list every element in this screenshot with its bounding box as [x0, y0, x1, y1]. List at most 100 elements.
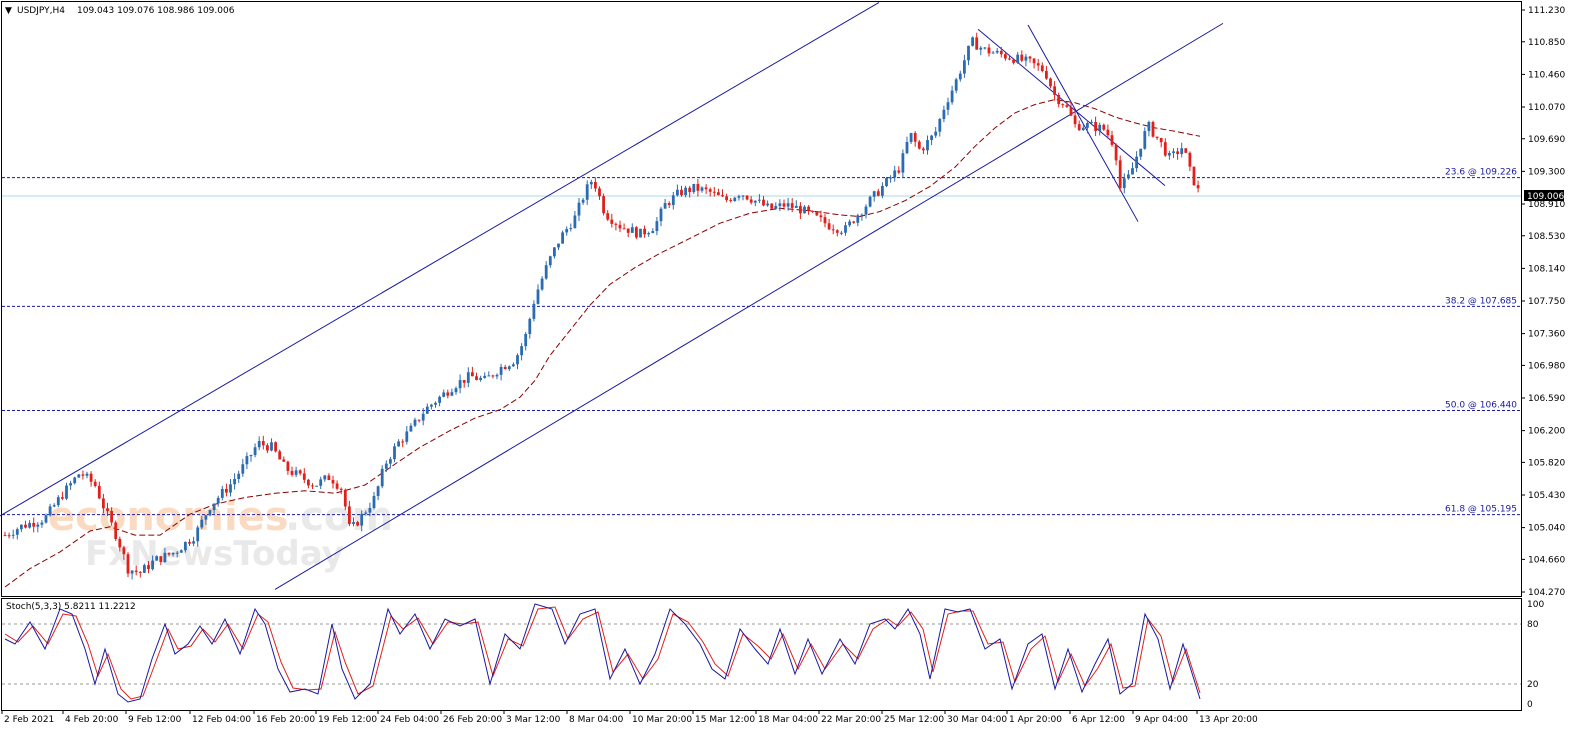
candle-bull [425, 403, 429, 415]
candle-bull [1135, 151, 1138, 173]
candle-bear [831, 224, 835, 235]
candle-bear [335, 480, 339, 491]
time-tick-label: 19 Feb 12:00 [318, 715, 377, 725]
candle-bear [1061, 103, 1065, 108]
candle-bull [1168, 150, 1171, 160]
candle-bull [15, 527, 19, 540]
candle-bull [85, 471, 89, 479]
candle-bear [331, 475, 335, 489]
candle-bull [844, 222, 847, 236]
candle-bear [1192, 166, 1196, 187]
candle-bull [544, 261, 548, 280]
candle-bull [143, 563, 146, 573]
candle-bull [257, 436, 261, 451]
candle-bull [553, 247, 556, 259]
candle-bull [384, 460, 388, 473]
candle-bull [323, 474, 327, 482]
candle-bull [684, 185, 687, 198]
price-tick-label: 108.530 [1528, 232, 1565, 242]
candle-bull [967, 45, 970, 66]
candle-bear [749, 196, 753, 205]
candle-bear [1151, 120, 1155, 138]
trend-line-down-channel-lower[interactable] [1027, 24, 1139, 222]
candle-bull [692, 183, 696, 194]
candle-bear [790, 198, 794, 213]
candle-bull [179, 549, 183, 553]
candle-bear [102, 493, 105, 514]
candle-bear [290, 466, 294, 477]
price-tick-label: 105.820 [1528, 458, 1565, 468]
candle-bull [69, 480, 72, 490]
candle-bear [159, 556, 163, 566]
candle-bull [1086, 120, 1089, 134]
candle-bull [155, 555, 159, 561]
candle-bull [958, 70, 962, 82]
candle-bear [475, 372, 478, 381]
price-tick-label: 107.750 [1528, 297, 1565, 307]
candle-bull [565, 226, 569, 236]
candle-bear [610, 213, 614, 228]
candle-bull [856, 213, 860, 227]
candle-bear [712, 186, 716, 197]
candle-bull [245, 452, 249, 470]
candle-bull [442, 389, 446, 398]
candle-bull [233, 473, 236, 490]
candle-bear [122, 545, 126, 560]
candle-bear [1004, 52, 1007, 61]
candle-bear [81, 470, 85, 480]
candle-bear [1069, 101, 1073, 117]
candle-bear [1045, 65, 1048, 80]
current-price-tag: 109.006 [1527, 192, 1564, 202]
candle-bear [635, 226, 638, 240]
chart-header-symbol: USDJPY,H4 [17, 6, 65, 16]
trend-line-channel-upper[interactable] [0, 2, 880, 517]
candle-bull [659, 206, 663, 227]
time-tick-label: 1 Apr 20:00 [1009, 715, 1062, 725]
candle-bear [1188, 151, 1192, 172]
candle-bull [942, 105, 946, 123]
time-tick-label: 18 Mar 04:00 [758, 715, 818, 725]
candle-bear [999, 46, 1003, 58]
candle-bear [762, 195, 765, 207]
candle-bear [823, 214, 827, 228]
candle-bull [364, 510, 368, 516]
candle-bull [483, 372, 487, 379]
candle-bull [700, 186, 704, 193]
candle-bear [1176, 147, 1179, 160]
candle-bear [606, 210, 610, 221]
candle-bull [315, 485, 318, 487]
price-tick-label: 104.270 [1528, 588, 1565, 598]
candle-bear [594, 177, 597, 192]
candle-bull [540, 276, 544, 291]
stoch-tick-label: 0 [1527, 700, 1533, 710]
candle-bull [380, 465, 384, 489]
candle-bull [28, 520, 31, 529]
time-tick-label: 9 Feb 12:00 [128, 715, 182, 725]
candle-bull [175, 550, 179, 558]
time-tick-label: 22 Mar 20:00 [821, 715, 881, 725]
chart-header-ohlc: 109.043 109.076 108.986 109.006 [77, 6, 235, 16]
candle-bear [688, 185, 692, 198]
candle-bear [93, 479, 97, 488]
trend-line-channel-lower[interactable] [274, 22, 1224, 590]
candle-bear [1020, 50, 1024, 63]
candle-bull [557, 243, 560, 251]
symbol-dropdown-icon[interactable]: ▼ [5, 6, 12, 16]
main-plot-frame [1, 1, 1522, 597]
candle-bull [753, 200, 757, 207]
candle-bull [938, 117, 942, 137]
candle-bear [975, 32, 979, 50]
candle-bull [434, 401, 437, 408]
price-tick-label: 106.590 [1528, 394, 1565, 404]
candle-bear [302, 468, 306, 484]
candle-bear [598, 186, 601, 200]
candle-bear [32, 517, 36, 533]
time-tick-label: 9 Apr 04:00 [1135, 715, 1188, 725]
candle-bull [294, 466, 298, 478]
price-tick-label: 107.360 [1528, 330, 1565, 340]
candle-bull [512, 362, 515, 367]
price-tick-label: 110.460 [1528, 70, 1565, 80]
candle-bear [922, 146, 925, 155]
candle-bear [106, 502, 109, 517]
